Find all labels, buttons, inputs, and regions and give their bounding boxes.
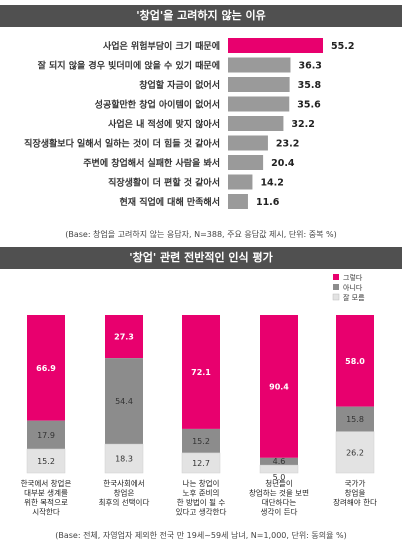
reasons-bar-chart: 사업은 위험부담이 크기 때문에 55.2 잘 되지 않을 경우 빚더미에 앉을 수… xyxy=(24,38,354,209)
stack-segment xyxy=(182,428,220,453)
reason-value: 11.6 xyxy=(256,197,280,208)
stack-value: 17.9 xyxy=(37,431,55,440)
stack-value: 72.1 xyxy=(191,368,211,377)
legend-swatch xyxy=(333,284,339,290)
stack-segment xyxy=(260,457,298,466)
category-label: 생각이 든다 xyxy=(261,507,298,517)
reason-value: 35.8 xyxy=(298,80,322,91)
reason-label: 사업은 위험부담이 크기 때문에 xyxy=(103,40,220,52)
chart2-base-note: (Base: 전체, 자영업자 제외한 전국 만 19세~59세 남녀, N=1… xyxy=(55,531,347,540)
reason-value: 36.3 xyxy=(298,61,321,72)
category-label: 창업을 xyxy=(345,489,366,498)
stack-segment xyxy=(260,315,298,458)
category-label: 국가가 xyxy=(345,479,366,488)
reason-bar xyxy=(228,174,253,190)
reason-bar xyxy=(228,96,290,112)
stack-segment xyxy=(182,315,220,429)
stack-value: 27.3 xyxy=(114,333,134,342)
reason-bar xyxy=(228,135,268,151)
category-label: 위한 목적으로 xyxy=(24,497,68,507)
category-label: 창업하는 것을 보면 xyxy=(249,488,309,498)
stack-segment xyxy=(336,315,374,407)
reason-label: 직장생활보다 일해서 일하는 것이 더 힘들 것 같아서 xyxy=(24,138,220,150)
legend-label: 잘 모름 xyxy=(343,294,365,302)
reason-bar xyxy=(228,194,248,209)
chart1-title: '창업'을 고려하지 않는 이유 xyxy=(0,5,402,27)
category-label: 한국사회에서 xyxy=(103,479,144,488)
category-label: 대부분 생계를 xyxy=(24,488,68,498)
category-label: 장려해야 한다 xyxy=(333,497,377,507)
legend-swatch xyxy=(333,274,339,280)
category-label: 청년들이 xyxy=(265,478,293,488)
reason-label: 사업은 내 적성에 맞지 않아서 xyxy=(108,118,220,130)
reason-value: 35.6 xyxy=(297,100,321,111)
reason-bar xyxy=(228,116,284,131)
stack-value: 90.4 xyxy=(269,382,289,391)
stack-value: 4.6 xyxy=(273,457,286,466)
stack-value: 5.0 xyxy=(273,473,286,482)
reason-label: 직장생활이 더 편할 것 같아서 xyxy=(108,177,220,189)
reason-label: 잘 되지 않을 경우 빚더미에 앉을 수 있기 때문에 xyxy=(38,60,220,72)
legend-label: 그렇다 xyxy=(343,273,363,282)
category-label: 시작한다 xyxy=(32,507,60,517)
stack-value: 15.2 xyxy=(37,457,55,466)
reason-label: 창업할 자금이 없어서 xyxy=(139,79,220,91)
legend-swatch xyxy=(332,293,340,301)
reason-label: 성공할만한 창업 아이템이 없어서 xyxy=(95,99,220,111)
stack-value: 18.3 xyxy=(115,455,133,464)
reason-value: 14.2 xyxy=(260,178,283,189)
category-label: 있다고 생각한다 xyxy=(176,507,227,517)
category-label: 한국에서 창업은 xyxy=(21,479,72,488)
stack-value: 15.2 xyxy=(192,437,210,446)
reason-bar xyxy=(228,77,290,92)
stack-segment xyxy=(27,420,65,449)
reason-label: 현재 직업에 대해 만족해서 xyxy=(120,196,220,208)
stack-segment xyxy=(27,315,65,421)
stack-segment xyxy=(26,448,66,474)
reason-bar xyxy=(228,155,264,170)
stack-segment xyxy=(105,315,143,359)
reason-value: 20.4 xyxy=(271,158,295,169)
stack-value: 12.7 xyxy=(192,459,210,468)
chart2-title: '창업' 관련 전반적인 인식 평가 xyxy=(0,247,402,269)
category-label: 대단하다는 xyxy=(262,497,297,507)
reason-value: 23.2 xyxy=(276,139,299,150)
reason-bar xyxy=(228,38,323,53)
stack-segment xyxy=(259,464,299,474)
stack-segment xyxy=(104,443,144,474)
stack-segment xyxy=(335,431,375,474)
stack-value: 54.4 xyxy=(115,397,133,406)
category-label: 창업은 xyxy=(114,489,135,498)
category-label: 한 방법이 될 수 xyxy=(177,497,226,507)
chart1-base-note: (Base: 창업을 고려하지 않는 응답자, N=388, 주요 응답값 제시… xyxy=(65,230,337,239)
category-label: 노후 준비의 xyxy=(183,488,220,498)
stack-segment xyxy=(336,406,374,432)
stack-segment xyxy=(181,452,221,474)
reason-label: 주변에 창업해서 실패한 사람을 봐서 xyxy=(83,157,220,169)
category-label: 나는 창업이 xyxy=(183,478,220,488)
reason-bar xyxy=(228,57,291,73)
stack-value: 15.8 xyxy=(346,415,364,424)
stack-segment xyxy=(105,358,143,445)
stack-value: 58.0 xyxy=(345,357,365,366)
stack-value: 66.9 xyxy=(36,364,56,373)
reason-value: 55.2 xyxy=(331,41,354,52)
stack-value: 26.2 xyxy=(346,448,364,457)
category-label: 최후의 선택이다 xyxy=(99,497,150,507)
legend-label: 아니다 xyxy=(343,283,363,292)
reason-value: 32.2 xyxy=(291,119,314,130)
